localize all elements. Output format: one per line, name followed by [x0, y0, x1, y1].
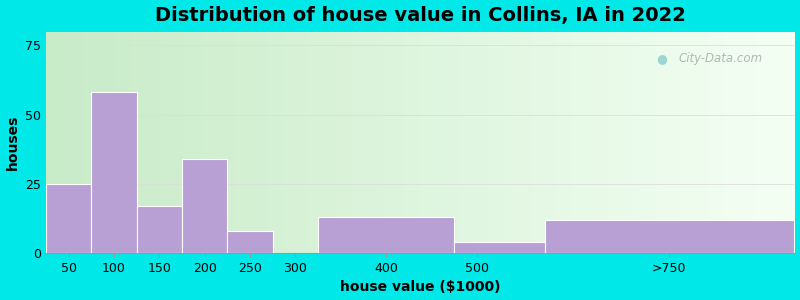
Bar — [91, 92, 137, 253]
Y-axis label: houses: houses — [6, 115, 19, 170]
Bar — [454, 242, 545, 253]
Bar — [318, 217, 454, 253]
X-axis label: house value ($1000): house value ($1000) — [340, 280, 501, 294]
Bar — [46, 184, 91, 253]
Bar — [137, 206, 182, 253]
Text: City-Data.com: City-Data.com — [678, 52, 762, 65]
Bar — [182, 159, 227, 253]
Bar — [227, 231, 273, 253]
Text: ●: ● — [656, 52, 667, 65]
Bar — [545, 220, 794, 253]
Title: Distribution of house value in Collins, IA in 2022: Distribution of house value in Collins, … — [154, 6, 686, 25]
